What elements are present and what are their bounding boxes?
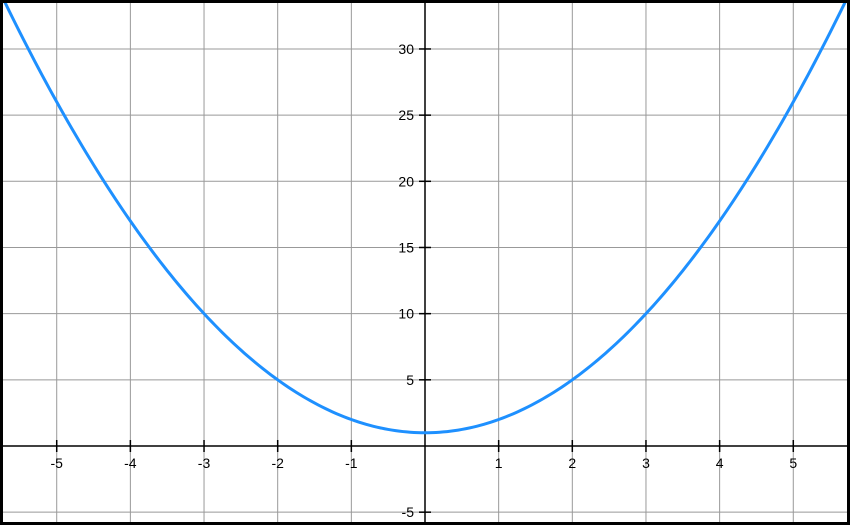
- chart-svg: -5 -4 -3 -2 -1 1 2 3 4 5 -5 5 10 15 20 25 30: [0, 0, 850, 525]
- x-tick-label: 3: [642, 455, 650, 471]
- x-tick-label: -5: [50, 455, 63, 471]
- y-tick-label: 10: [398, 306, 414, 322]
- y-tick-label: 30: [398, 41, 414, 57]
- y-tick-label: 20: [398, 173, 414, 189]
- parabola-chart: -5 -4 -3 -2 -1 1 2 3 4 5 -5 5 10 15 20 25 30: [0, 0, 850, 525]
- x-tick-label: 1: [495, 455, 503, 471]
- y-tick-label: 5: [406, 372, 414, 388]
- y-tick-label: -5: [402, 504, 415, 520]
- x-tick-label: -4: [124, 455, 137, 471]
- y-tick-label: 25: [398, 107, 414, 123]
- x-tick-label: 4: [716, 455, 724, 471]
- x-tick-label: -1: [345, 455, 358, 471]
- y-tick-label: 15: [398, 239, 414, 255]
- x-tick-label: 2: [568, 455, 576, 471]
- x-tick-label: 5: [789, 455, 797, 471]
- x-tick-label: -3: [198, 455, 211, 471]
- x-tick-label: -2: [271, 455, 284, 471]
